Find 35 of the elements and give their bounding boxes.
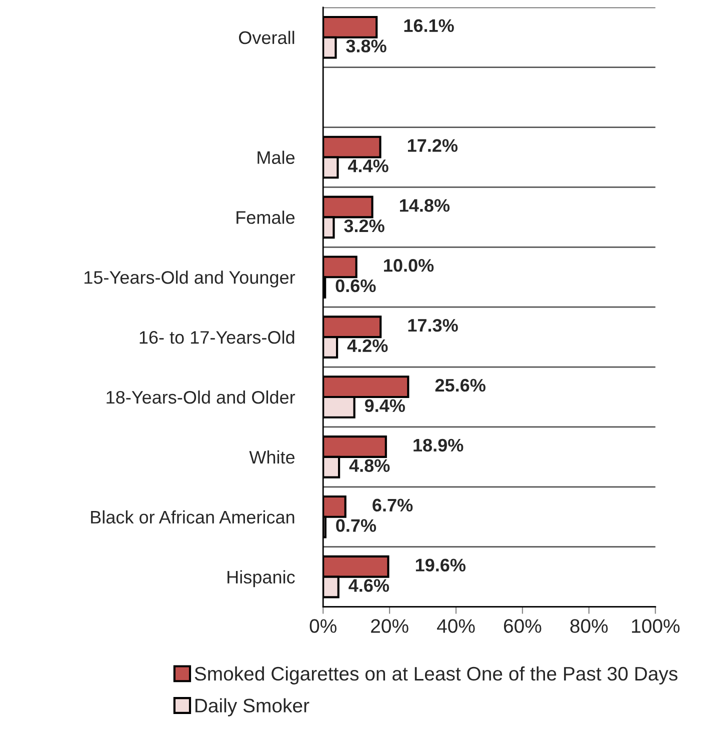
data-label: 3.2% (344, 219, 384, 232)
x-tick-label: 0% (310, 619, 336, 633)
y-tick-label: Hispanic (228, 570, 295, 588)
y-tick-label: Black or African American (91, 510, 294, 524)
data-label: 16.1% (404, 19, 454, 32)
data-label: 14.8% (400, 199, 450, 212)
x-tick-label: 20% (371, 619, 408, 633)
y-tick-label: Male (258, 150, 295, 164)
y-tick-label: Female (236, 210, 295, 224)
x-tick-label: 80% (570, 619, 608, 633)
data-label: 4.8% (349, 459, 390, 472)
data-label: 4.2% (347, 339, 388, 352)
data-label: 10.0% (384, 259, 434, 272)
data-label: 4.4% (348, 160, 388, 172)
y-tick-label: 16- to 17-Years-Old (140, 330, 294, 344)
y-tick-label: 15-Years-Old and Younger (84, 270, 296, 288)
x-tick-label: 40% (437, 619, 475, 633)
data-label: 19.6% (416, 558, 466, 572)
data-label: 25.6% (435, 378, 486, 392)
legend-label: Smoked Cigarettes on at Least One of the Past 30 Days (194, 666, 678, 684)
y-tick-label: White (249, 450, 295, 464)
data-label: 17.3% (408, 318, 458, 332)
data-label: 18.9% (414, 438, 464, 452)
data-label: 17.2% (408, 139, 458, 152)
x-tick-label: 60% (504, 619, 542, 633)
data-label: 9.4% (364, 399, 405, 412)
data-label: 0.7% (336, 519, 376, 532)
data-label: 4.6% (348, 579, 390, 592)
x-tick-label: 100% (632, 619, 680, 633)
data-label: 0.6% (336, 279, 376, 292)
data-label: 3.8% (346, 40, 386, 52)
y-tick-label: 18-Years-Old and Older (106, 390, 296, 404)
y-tick-label: Overall (238, 30, 294, 44)
data-label: 6.7% (372, 498, 413, 512)
legend-label: Daily Smoker (195, 698, 310, 716)
